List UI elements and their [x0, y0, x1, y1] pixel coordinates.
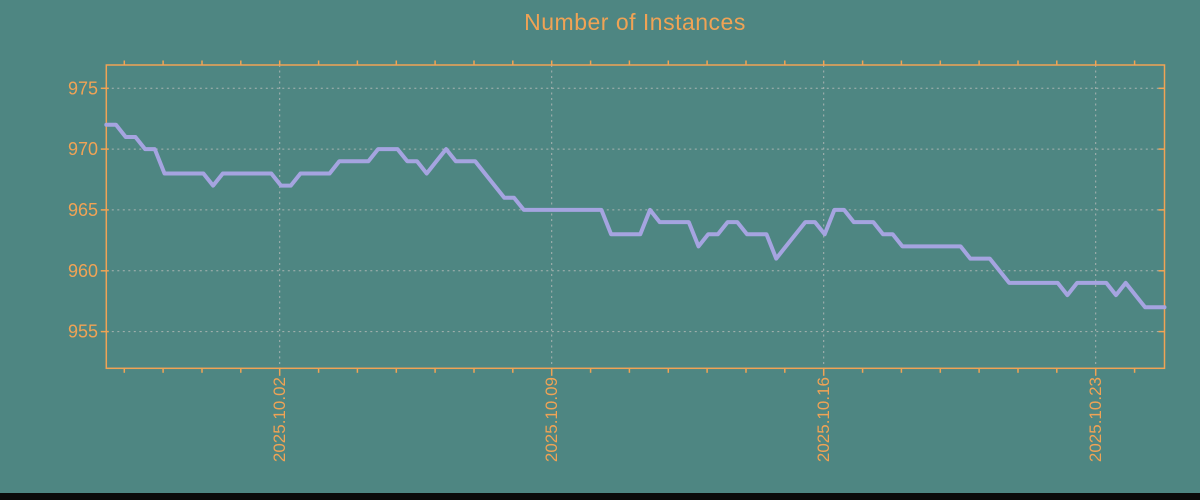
y-axis-label: 960 [68, 261, 98, 281]
footer-bar [0, 493, 1200, 500]
plot-border [105, 64, 1166, 370]
chart-title: Number of Instances [524, 9, 746, 35]
x-axis-label: 2025.10.23 [1086, 377, 1105, 462]
y-axis-label: 975 [68, 78, 98, 98]
y-axis-label: 955 [68, 322, 98, 342]
y-axis-label: 970 [68, 139, 98, 159]
x-axis-label: 2025.10.09 [542, 377, 561, 462]
series-line [104, 122, 1167, 310]
y-axis-label: 965 [68, 200, 98, 220]
x-axis-label: 2025.10.02 [270, 377, 289, 462]
x-axis-label: 2025.10.16 [814, 377, 833, 462]
